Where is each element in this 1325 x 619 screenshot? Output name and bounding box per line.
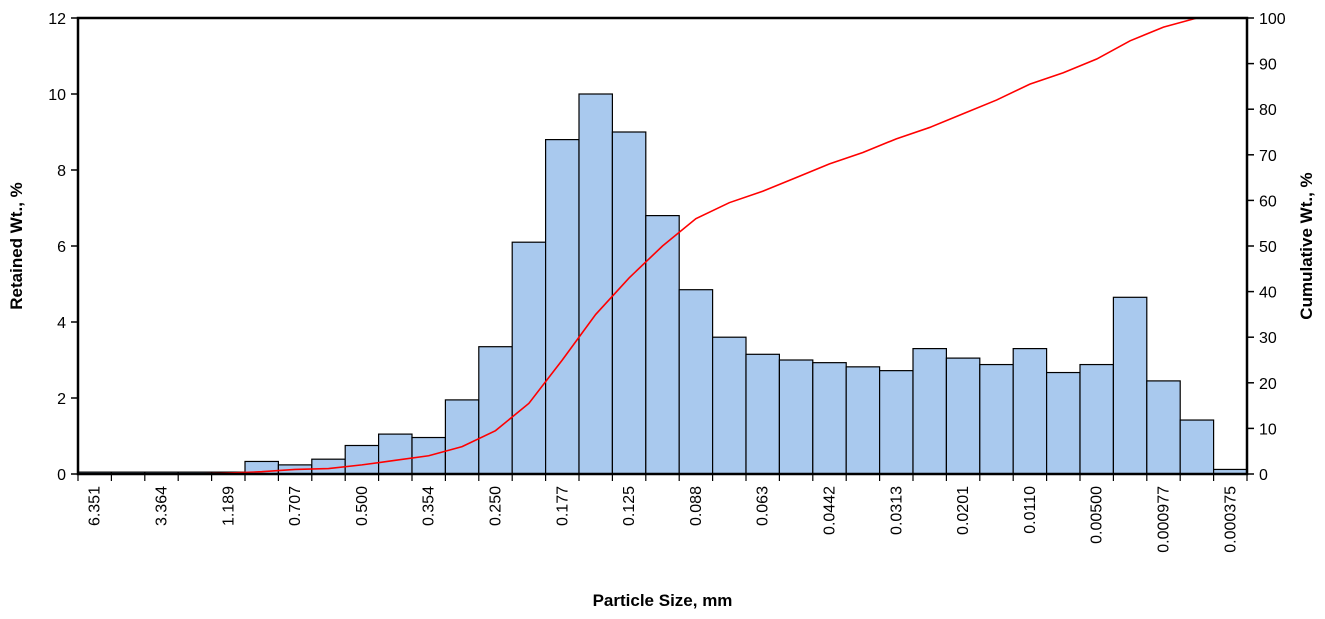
bar bbox=[845, 366, 881, 475]
bar bbox=[979, 363, 1014, 475]
bar bbox=[1146, 380, 1181, 475]
bar bbox=[912, 348, 948, 475]
y-tick-label: 2 bbox=[57, 391, 66, 408]
bar bbox=[878, 370, 914, 475]
x-tick-label: 0.0313 bbox=[888, 486, 905, 535]
bar bbox=[711, 336, 747, 475]
y-tick-label: 0 bbox=[57, 467, 66, 484]
x-tick-label: 0.250 bbox=[488, 486, 505, 526]
y2-axis-title: Cumulative Wt., % bbox=[1297, 172, 1316, 319]
x-tick-label: 0.0201 bbox=[955, 486, 972, 535]
bar bbox=[611, 131, 647, 475]
y2-tick-label: 100 bbox=[1259, 11, 1286, 28]
bar bbox=[645, 215, 680, 475]
bar bbox=[778, 359, 814, 475]
bar bbox=[578, 93, 614, 475]
bar bbox=[511, 241, 547, 475]
x-tick-label: 0.00500 bbox=[1089, 486, 1106, 544]
bar bbox=[745, 353, 781, 475]
y-tick-label: 8 bbox=[57, 163, 66, 180]
x-tick-label: 0.000375 bbox=[1222, 486, 1239, 553]
x-tick-label: 0.354 bbox=[421, 486, 438, 526]
y-tick-label: 6 bbox=[57, 239, 66, 256]
y2-tick-label: 50 bbox=[1259, 239, 1277, 256]
y2-tick-label: 80 bbox=[1259, 102, 1277, 119]
y2-tick-label: 30 bbox=[1259, 330, 1277, 347]
bar bbox=[544, 139, 580, 475]
x-tick-label: 0.125 bbox=[621, 486, 638, 526]
y2-tick-label: 90 bbox=[1259, 57, 1277, 74]
bar bbox=[378, 433, 413, 475]
x-tick-label: 0.500 bbox=[354, 486, 371, 526]
bar bbox=[945, 357, 981, 475]
bar bbox=[1045, 371, 1081, 475]
y2-tick-label: 20 bbox=[1259, 376, 1277, 393]
y2-tick-label: 40 bbox=[1259, 285, 1277, 302]
x-tick-label: 0.063 bbox=[755, 486, 772, 526]
y2-tick-label: 0 bbox=[1259, 467, 1268, 484]
cumulative-line bbox=[94, 17, 1231, 475]
x-tick-label: 1.189 bbox=[220, 486, 237, 526]
y-axis-title: Retained Wt., % bbox=[7, 182, 26, 310]
y2-tick-label: 70 bbox=[1259, 148, 1277, 165]
x-tick-label: 0.088 bbox=[688, 486, 705, 526]
x-tick-label: 0.177 bbox=[554, 486, 571, 526]
x-tick-label: 6.351 bbox=[87, 486, 104, 526]
x-axis-title: Particle Size, mm bbox=[593, 591, 733, 610]
bar bbox=[812, 362, 847, 475]
y-tick-label: 10 bbox=[48, 87, 66, 104]
x-tick-label: 3.364 bbox=[154, 486, 171, 526]
bar bbox=[1079, 363, 1115, 475]
y2-tick-label: 10 bbox=[1259, 421, 1277, 438]
y-tick-label: 4 bbox=[57, 315, 66, 332]
y-tick-label: 12 bbox=[48, 11, 66, 28]
x-tick-label: 0.000977 bbox=[1156, 486, 1173, 553]
x-tick-label: 0.0442 bbox=[822, 486, 839, 535]
bar bbox=[1179, 419, 1215, 475]
x-tick-label: 0.0110 bbox=[1022, 486, 1039, 534]
bar bbox=[678, 289, 714, 475]
bar bbox=[444, 399, 480, 475]
bar bbox=[1012, 348, 1048, 475]
bar bbox=[478, 346, 513, 475]
y2-tick-label: 60 bbox=[1259, 193, 1277, 210]
bar bbox=[1112, 296, 1148, 475]
x-tick-label: 0.707 bbox=[287, 486, 304, 526]
bar bbox=[344, 444, 380, 475]
